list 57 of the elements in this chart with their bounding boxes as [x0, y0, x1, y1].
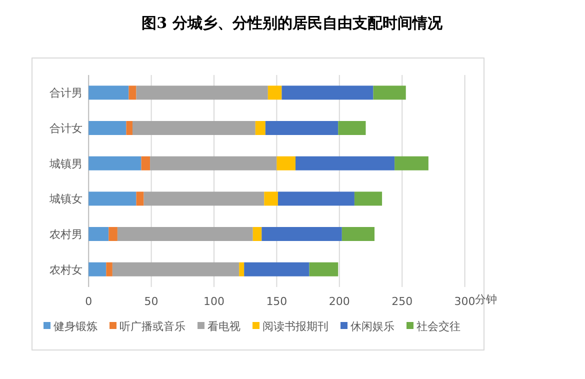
bar	[268, 86, 282, 100]
bar	[309, 262, 338, 276]
bar	[88, 156, 142, 170]
bar	[255, 121, 266, 135]
legend-label: 阅读书报期刊	[262, 320, 328, 333]
bar	[296, 156, 395, 170]
bar	[252, 227, 262, 241]
bar	[338, 121, 366, 135]
bar	[112, 262, 240, 276]
bar	[394, 156, 428, 170]
bar	[141, 156, 150, 170]
bar	[239, 262, 244, 276]
y-tick-label: 农村女	[50, 263, 83, 276]
y-tick-label: 农村男	[50, 228, 83, 241]
bar	[106, 262, 112, 276]
bar	[108, 227, 118, 241]
legend-label: 看电视	[208, 320, 240, 333]
bar	[88, 86, 129, 100]
bar	[265, 121, 338, 135]
x-tick-label: 50	[144, 295, 158, 308]
bar	[276, 156, 296, 170]
y-tick-label: 合计男	[50, 86, 83, 100]
x-tick-label: 0	[85, 295, 92, 308]
legend-label: 社会交往	[416, 320, 460, 333]
bar	[128, 86, 136, 100]
bar	[136, 192, 144, 206]
bar	[264, 192, 278, 206]
x-tick-label: 250	[392, 295, 413, 308]
bar	[88, 121, 126, 135]
bar	[88, 227, 109, 241]
bar	[244, 262, 310, 276]
bar	[262, 227, 342, 241]
y-tick-label: 合计女	[50, 122, 83, 135]
bar	[150, 156, 277, 170]
x-tick-label: 300	[454, 295, 476, 308]
bar	[278, 192, 354, 206]
bar	[342, 227, 375, 241]
legend-label: 休闲娱乐	[350, 320, 394, 333]
legend-label: 听广播或音乐	[120, 320, 186, 333]
bar	[136, 86, 268, 100]
bar	[88, 192, 136, 206]
bar	[117, 227, 253, 241]
legend-label: 健身锻炼	[54, 320, 98, 333]
chart-title: 图3 分城乡、分性别的居民自由支配时间情况	[142, 14, 444, 32]
bar	[282, 86, 374, 100]
bar	[132, 121, 256, 135]
x-tick-label: 150	[266, 295, 288, 308]
bar	[354, 192, 382, 206]
y-tick-label: 城镇女	[48, 192, 83, 206]
y-tick-label: 城镇男	[48, 157, 83, 170]
x-tick-label: 200	[328, 295, 350, 308]
bar	[373, 86, 406, 100]
bar	[126, 121, 132, 135]
bar	[144, 192, 264, 206]
x-tick-label: 100	[204, 295, 224, 308]
x-axis-title: 分钟	[474, 293, 497, 306]
bar	[88, 262, 106, 276]
